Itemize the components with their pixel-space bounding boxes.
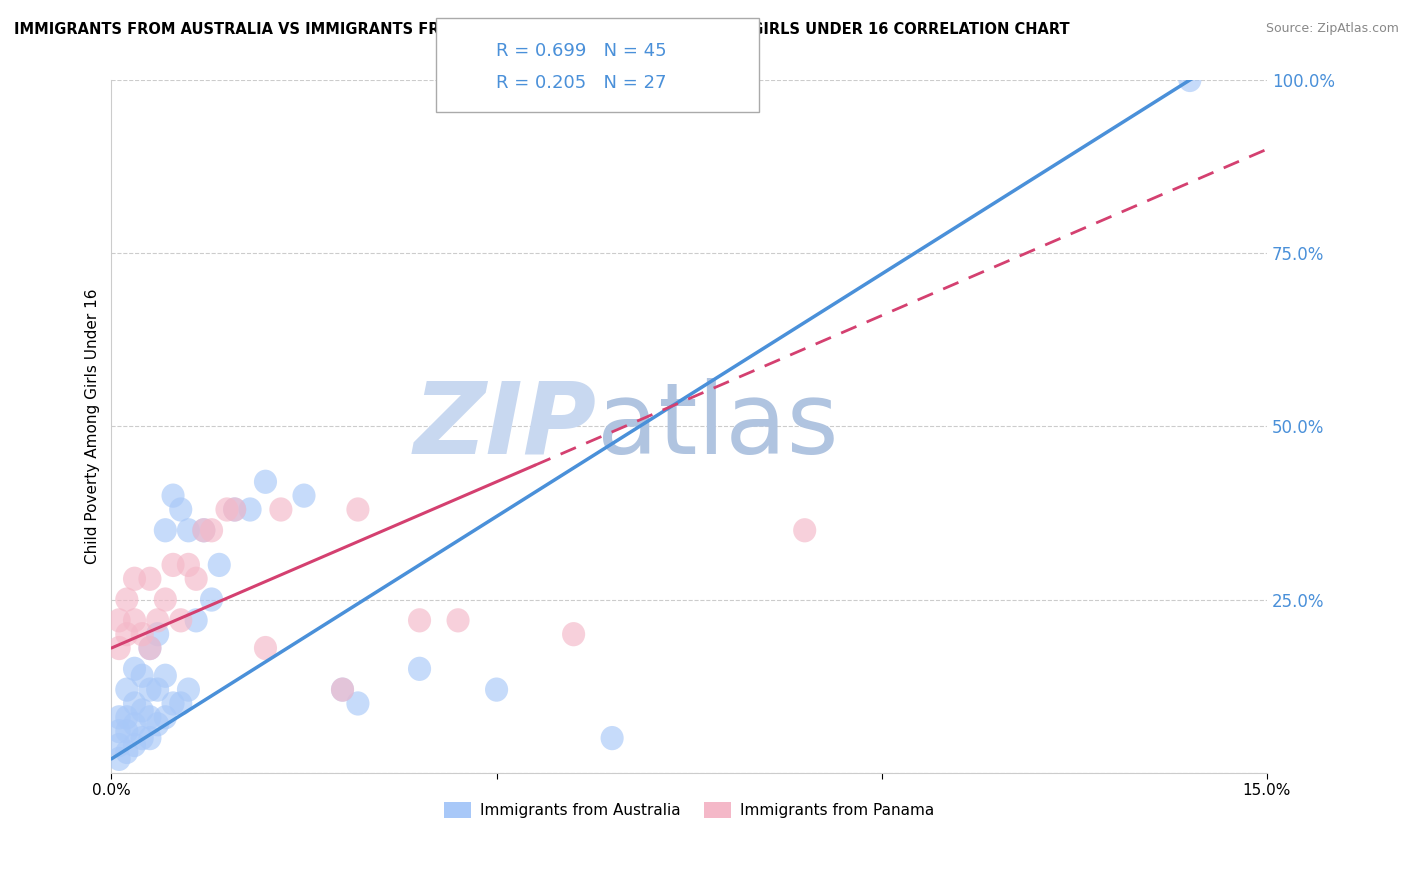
- Ellipse shape: [184, 608, 208, 632]
- Ellipse shape: [153, 664, 177, 688]
- Text: ZIP: ZIP: [413, 378, 596, 475]
- Text: Source: ZipAtlas.com: Source: ZipAtlas.com: [1265, 22, 1399, 36]
- Ellipse shape: [138, 726, 162, 750]
- Ellipse shape: [108, 636, 131, 660]
- Ellipse shape: [131, 664, 153, 688]
- Legend: Immigrants from Australia, Immigrants from Panama: Immigrants from Australia, Immigrants fr…: [437, 796, 941, 824]
- Ellipse shape: [177, 678, 200, 702]
- Ellipse shape: [292, 483, 315, 508]
- Ellipse shape: [146, 678, 169, 702]
- Text: IMMIGRANTS FROM AUSTRALIA VS IMMIGRANTS FROM PANAMA CHILD POVERTY AMONG GIRLS UN: IMMIGRANTS FROM AUSTRALIA VS IMMIGRANTS …: [14, 22, 1070, 37]
- Ellipse shape: [408, 608, 432, 632]
- Ellipse shape: [200, 588, 224, 612]
- Ellipse shape: [600, 726, 624, 750]
- Ellipse shape: [122, 691, 146, 715]
- Ellipse shape: [239, 498, 262, 522]
- Ellipse shape: [177, 518, 200, 542]
- Ellipse shape: [193, 518, 215, 542]
- Ellipse shape: [793, 518, 817, 542]
- Ellipse shape: [562, 622, 585, 647]
- Ellipse shape: [330, 678, 354, 702]
- Ellipse shape: [108, 733, 131, 757]
- Ellipse shape: [138, 566, 162, 591]
- Ellipse shape: [115, 719, 138, 743]
- Ellipse shape: [115, 622, 138, 647]
- Ellipse shape: [153, 706, 177, 730]
- Ellipse shape: [138, 678, 162, 702]
- Ellipse shape: [122, 712, 146, 737]
- Ellipse shape: [138, 706, 162, 730]
- Ellipse shape: [162, 483, 184, 508]
- Ellipse shape: [122, 657, 146, 681]
- Ellipse shape: [169, 608, 193, 632]
- Ellipse shape: [108, 747, 131, 771]
- Ellipse shape: [146, 608, 169, 632]
- Ellipse shape: [115, 739, 138, 764]
- Ellipse shape: [138, 636, 162, 660]
- Ellipse shape: [108, 706, 131, 730]
- Ellipse shape: [146, 712, 169, 737]
- Y-axis label: Child Poverty Among Girls Under 16: Child Poverty Among Girls Under 16: [86, 289, 100, 564]
- Ellipse shape: [224, 498, 246, 522]
- Ellipse shape: [193, 518, 215, 542]
- Ellipse shape: [224, 498, 246, 522]
- Ellipse shape: [115, 678, 138, 702]
- Ellipse shape: [208, 553, 231, 577]
- Ellipse shape: [184, 566, 208, 591]
- Text: R = 0.205   N = 27: R = 0.205 N = 27: [496, 74, 666, 92]
- Ellipse shape: [131, 726, 153, 750]
- Text: atlas: atlas: [596, 378, 838, 475]
- Ellipse shape: [138, 636, 162, 660]
- Ellipse shape: [1178, 68, 1201, 92]
- Ellipse shape: [254, 470, 277, 494]
- Ellipse shape: [169, 691, 193, 715]
- Ellipse shape: [254, 636, 277, 660]
- Ellipse shape: [346, 691, 370, 715]
- Ellipse shape: [153, 588, 177, 612]
- Ellipse shape: [408, 657, 432, 681]
- Ellipse shape: [131, 622, 153, 647]
- Ellipse shape: [108, 719, 131, 743]
- Ellipse shape: [177, 553, 200, 577]
- Ellipse shape: [215, 498, 239, 522]
- Ellipse shape: [330, 678, 354, 702]
- Ellipse shape: [485, 678, 508, 702]
- Text: R = 0.699   N = 45: R = 0.699 N = 45: [496, 42, 666, 60]
- Ellipse shape: [122, 566, 146, 591]
- Ellipse shape: [200, 518, 224, 542]
- Ellipse shape: [447, 608, 470, 632]
- Ellipse shape: [108, 608, 131, 632]
- Ellipse shape: [122, 608, 146, 632]
- Ellipse shape: [162, 553, 184, 577]
- Ellipse shape: [115, 706, 138, 730]
- Ellipse shape: [346, 498, 370, 522]
- Ellipse shape: [162, 691, 184, 715]
- Ellipse shape: [169, 498, 193, 522]
- Ellipse shape: [115, 588, 138, 612]
- Ellipse shape: [146, 622, 169, 647]
- Ellipse shape: [131, 698, 153, 723]
- Ellipse shape: [153, 518, 177, 542]
- Ellipse shape: [270, 498, 292, 522]
- Ellipse shape: [122, 733, 146, 757]
